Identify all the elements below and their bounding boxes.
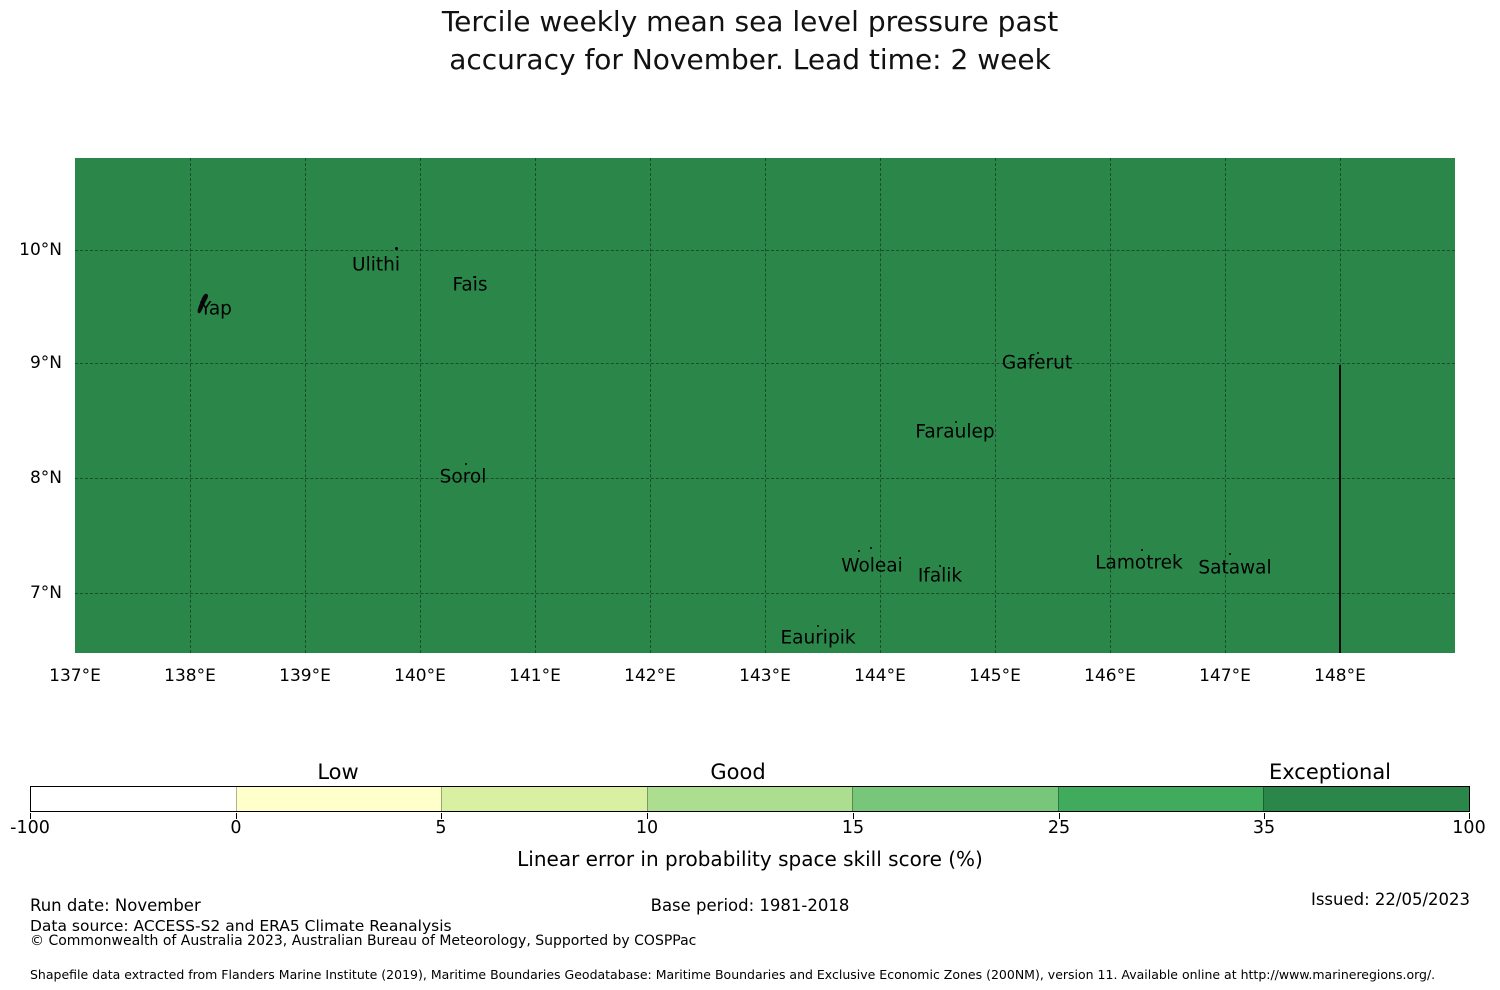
- figure-title-line2: accuracy for November. Lead time: 2 week: [449, 43, 1051, 76]
- colorbar-tickmark: [236, 813, 237, 819]
- colorbar-segment-15-25: [852, 787, 1058, 811]
- island-label-yap: Yap: [200, 298, 232, 320]
- colorbar-category-good: Good: [710, 760, 766, 784]
- xtick-143e: 143°E: [739, 666, 791, 686]
- island-label-lamotrek: Lamotrek: [1095, 552, 1183, 574]
- colorbar-category-exceptional: Exceptional: [1268, 760, 1392, 784]
- island-label-ulithi: Ulithi: [352, 254, 400, 276]
- island-label-sorol: Sorol: [439, 466, 487, 488]
- gridline-146e: [1110, 158, 1111, 653]
- xtick-146e: 146°E: [1084, 666, 1136, 686]
- faraulep-islet-dot: [955, 421, 957, 423]
- colorbar-tickmark: [1264, 813, 1265, 819]
- island-label-woleai: Woleai: [841, 555, 903, 577]
- gridline-9n: [75, 363, 1455, 364]
- gridline-147e: [1225, 158, 1226, 653]
- copyright-text: © Commonwealth of Australia 2023, Austra…: [30, 933, 697, 949]
- xtick-144e: 144°E: [854, 666, 906, 686]
- sorol-islet-dot: [465, 463, 467, 465]
- gridline-144e: [880, 158, 881, 653]
- xtick-145e: 145°E: [969, 666, 1021, 686]
- gridline-141e: [535, 158, 536, 653]
- colorbar-tick-100: 100: [1452, 818, 1486, 838]
- colorbar-segment-25-35: [1057, 787, 1264, 811]
- gridline-8n: [75, 478, 1455, 479]
- run-date-text: Run date: November: [30, 896, 201, 915]
- yap-island-shape: [197, 293, 209, 314]
- ytick-9n: 9°N: [29, 353, 62, 373]
- gaferut-islet-dot: [1037, 352, 1039, 354]
- eauripik-islet-dot: [817, 625, 819, 627]
- colorbar-tick-35: 35: [1252, 818, 1276, 838]
- colorbar-category-low: Low: [317, 760, 359, 784]
- colorbar-tickmark: [647, 813, 648, 819]
- fais-islet-dot: [473, 276, 475, 278]
- colorbar-segment-10-15: [646, 787, 853, 811]
- xtick-140e: 140°E: [394, 666, 446, 686]
- figure-title-line1: Tercile weekly mean sea level pressure p…: [441, 5, 1059, 38]
- gridline-145e: [995, 158, 996, 653]
- issued-date-text: Issued: 22/05/2023: [1310, 890, 1470, 909]
- xtick-142e: 142°E: [624, 666, 676, 686]
- colorbar-segment-neg100-0: [31, 787, 236, 811]
- xtick-138e: 138°E: [164, 666, 216, 686]
- base-period-text: Base period: 1981-2018: [650, 896, 850, 915]
- xtick-139e: 139°E: [279, 666, 331, 686]
- xtick-141e: 141°E: [509, 666, 561, 686]
- map-panel: [75, 158, 1455, 653]
- satawal-islet-dot: [1229, 553, 1231, 555]
- data-source-text: Data source: ACCESS-S2 and ERA5 Climate …: [30, 917, 452, 935]
- colorbar-tickmark: [1059, 813, 1060, 819]
- ytick-7n: 7°N: [29, 583, 62, 603]
- colorbar-axis-label: Linear error in probability space skill …: [517, 847, 983, 871]
- colorbar-tick-25: 25: [1047, 818, 1071, 838]
- colorbar-tick-15: 15: [841, 818, 865, 838]
- island-label-eauripik: Eauripik: [780, 627, 856, 649]
- ytick-10n: 10°N: [19, 240, 62, 260]
- gridline-143e: [765, 158, 766, 653]
- xtick-137e: 137°E: [49, 666, 101, 686]
- colorbar-tick-5: 5: [435, 818, 447, 838]
- maritime-boundary-line: [1339, 365, 1341, 653]
- ifalik-islet-dot: [939, 565, 941, 567]
- colorbar-segment-35-100: [1263, 787, 1470, 811]
- ulithi-islet-dot: [395, 247, 398, 250]
- gridline-140e: [420, 158, 421, 653]
- xtick-148e: 148°E: [1314, 666, 1366, 686]
- gridline-138e: [190, 158, 191, 653]
- shapefile-note: Shapefile data extracted from Flanders M…: [30, 967, 1436, 982]
- colorbar-tick-10: 10: [635, 818, 659, 838]
- lamotrek-islet-dot: [1141, 549, 1143, 551]
- colorbar-tickmark: [30, 813, 31, 819]
- island-label-ifalik: Ifalik: [917, 565, 963, 587]
- island-label-fais: Fais: [452, 274, 488, 296]
- colorbar-tickmark: [853, 813, 854, 819]
- colorbar-segment-0-5: [235, 787, 442, 811]
- gridline-142e: [650, 158, 651, 653]
- gridline-10n: [75, 250, 1455, 251]
- ytick-8n: 8°N: [29, 468, 62, 488]
- colorbar: [30, 786, 1470, 812]
- island-label-faraulep: Faraulep: [915, 421, 995, 443]
- woleai-islet-dot-2: [870, 547, 872, 549]
- gridline-139e: [305, 158, 306, 653]
- colorbar-tick-0: 0: [230, 818, 242, 838]
- colorbar-tickmark: [441, 813, 442, 819]
- island-label-satawal: Satawal: [1198, 557, 1272, 579]
- colorbar-tick-neg100: -100: [10, 818, 50, 838]
- island-label-gaferut: Gaferut: [1001, 352, 1073, 374]
- colorbar-segment-5-10: [441, 787, 647, 811]
- gridline-7n: [75, 593, 1455, 594]
- figure-title: Tercile weekly mean sea level pressure p…: [0, 3, 1500, 79]
- woleai-islet-dot-1: [858, 550, 860, 552]
- colorbar-tickmark: [1469, 813, 1470, 819]
- xtick-147e: 147°E: [1199, 666, 1251, 686]
